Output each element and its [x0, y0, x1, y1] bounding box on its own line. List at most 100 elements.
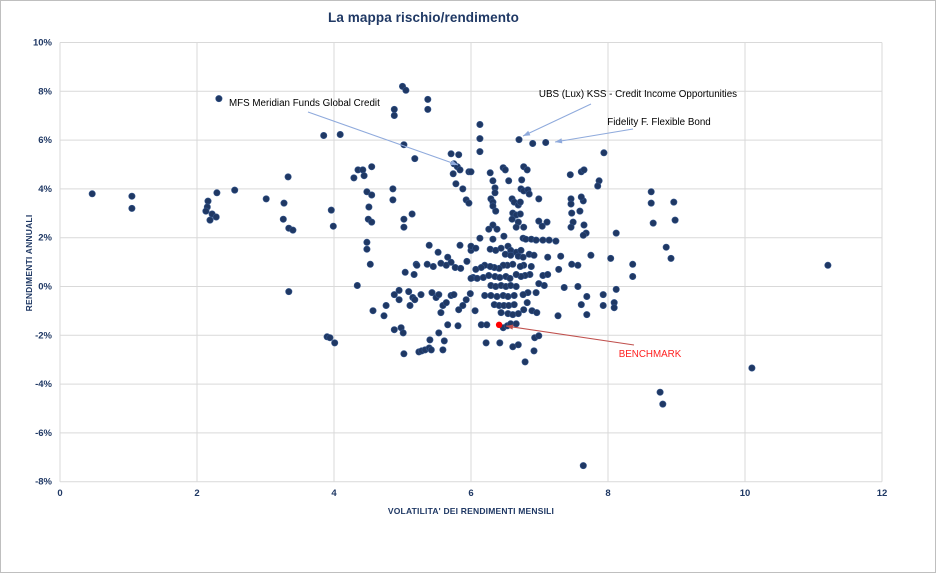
- data-point: [504, 292, 512, 300]
- data-point: [365, 203, 373, 211]
- data-point: [368, 218, 376, 226]
- data-point: [462, 296, 470, 304]
- data-point: [206, 216, 214, 224]
- data-point: [476, 148, 484, 156]
- data-point: [610, 304, 618, 312]
- data-point: [496, 273, 504, 281]
- x-tick-label: 2: [194, 488, 199, 499]
- data-point: [493, 225, 501, 233]
- x-tick-label: 6: [468, 488, 473, 499]
- y-tick-label: 0%: [38, 282, 52, 293]
- data-point: [320, 132, 328, 140]
- data-point: [516, 198, 524, 206]
- data-point: [532, 289, 540, 297]
- data-point: [507, 251, 515, 259]
- data-point: [336, 131, 344, 139]
- data-point: [454, 322, 462, 330]
- data-point: [467, 274, 475, 282]
- data-point: [400, 350, 408, 358]
- data-point: [459, 185, 467, 193]
- data-point: [213, 189, 221, 197]
- annotation-arrowhead-mfs: [450, 160, 458, 166]
- annotation-arrow-ubs: [522, 103, 592, 137]
- data-point: [520, 223, 528, 231]
- data-point: [555, 265, 563, 273]
- data-point: [483, 321, 491, 329]
- data-point: [662, 243, 670, 251]
- annotation-arrowhead-benchmark: [506, 324, 514, 330]
- data-point: [456, 241, 464, 249]
- data-point: [426, 336, 434, 344]
- data-point: [435, 291, 443, 299]
- data-point: [629, 272, 637, 280]
- data-point: [574, 282, 582, 290]
- data-point: [400, 223, 408, 231]
- data-point: [467, 168, 475, 176]
- x-tick-label: 12: [877, 488, 888, 499]
- data-point: [521, 358, 529, 366]
- data-point: [279, 215, 287, 223]
- data-point: [476, 121, 484, 129]
- data-point: [406, 301, 414, 309]
- data-point: [424, 95, 432, 103]
- y-tick-label: -6%: [35, 428, 52, 439]
- data-point: [369, 307, 377, 315]
- data-point: [538, 222, 546, 230]
- data-point: [444, 321, 452, 329]
- data-point: [535, 332, 543, 340]
- data-point: [487, 291, 495, 299]
- data-point: [543, 218, 551, 226]
- data-point: [473, 274, 481, 282]
- data-point: [455, 151, 463, 159]
- data-point: [612, 285, 620, 293]
- data-point: [512, 270, 520, 278]
- data-point: [459, 301, 467, 309]
- data-point: [417, 291, 425, 299]
- data-point: [390, 291, 398, 299]
- data-point: [647, 188, 655, 196]
- y-tick-label: -8%: [35, 477, 52, 488]
- annotation-label-fidelity: Fidelity F. Flexible Bond: [607, 117, 710, 128]
- data-point: [366, 260, 374, 268]
- data-point: [363, 245, 371, 253]
- data-point: [576, 207, 584, 215]
- data-point: [580, 221, 588, 229]
- data-point: [489, 177, 497, 185]
- data-point: [389, 196, 397, 204]
- data-point: [202, 207, 210, 215]
- data-point: [382, 301, 390, 309]
- data-point: [408, 210, 416, 218]
- data-point: [425, 241, 433, 249]
- annotation-arrowhead-ubs: [523, 130, 531, 136]
- data-point: [326, 334, 334, 342]
- benchmark-point: [495, 321, 503, 328]
- data-point: [368, 163, 376, 171]
- data-point: [501, 166, 509, 174]
- data-point: [327, 206, 335, 214]
- data-point: [519, 291, 527, 299]
- data-point: [530, 251, 538, 259]
- data-point: [452, 180, 460, 188]
- data-point: [456, 166, 464, 174]
- data-point: [519, 253, 527, 261]
- data-point: [500, 232, 508, 240]
- data-point: [485, 225, 493, 233]
- annotation-arrowhead-fidelity: [555, 138, 563, 144]
- annotation-label-mfs: MFS Meridian Funds Global Credit: [229, 98, 380, 109]
- data-point: [566, 171, 574, 179]
- data-point: [824, 261, 832, 269]
- data-point: [577, 301, 585, 309]
- data-point: [447, 150, 455, 158]
- data-point: [568, 260, 576, 268]
- data-point: [434, 248, 442, 256]
- data-point: [510, 291, 518, 299]
- annotation-arrow-mfs: [307, 111, 459, 166]
- data-point: [656, 388, 664, 396]
- data-point: [353, 281, 361, 289]
- data-point: [450, 291, 458, 299]
- data-point: [486, 169, 494, 177]
- data-point: [574, 261, 582, 269]
- data-point: [389, 185, 397, 193]
- data-point: [579, 462, 587, 470]
- data-point: [442, 299, 450, 307]
